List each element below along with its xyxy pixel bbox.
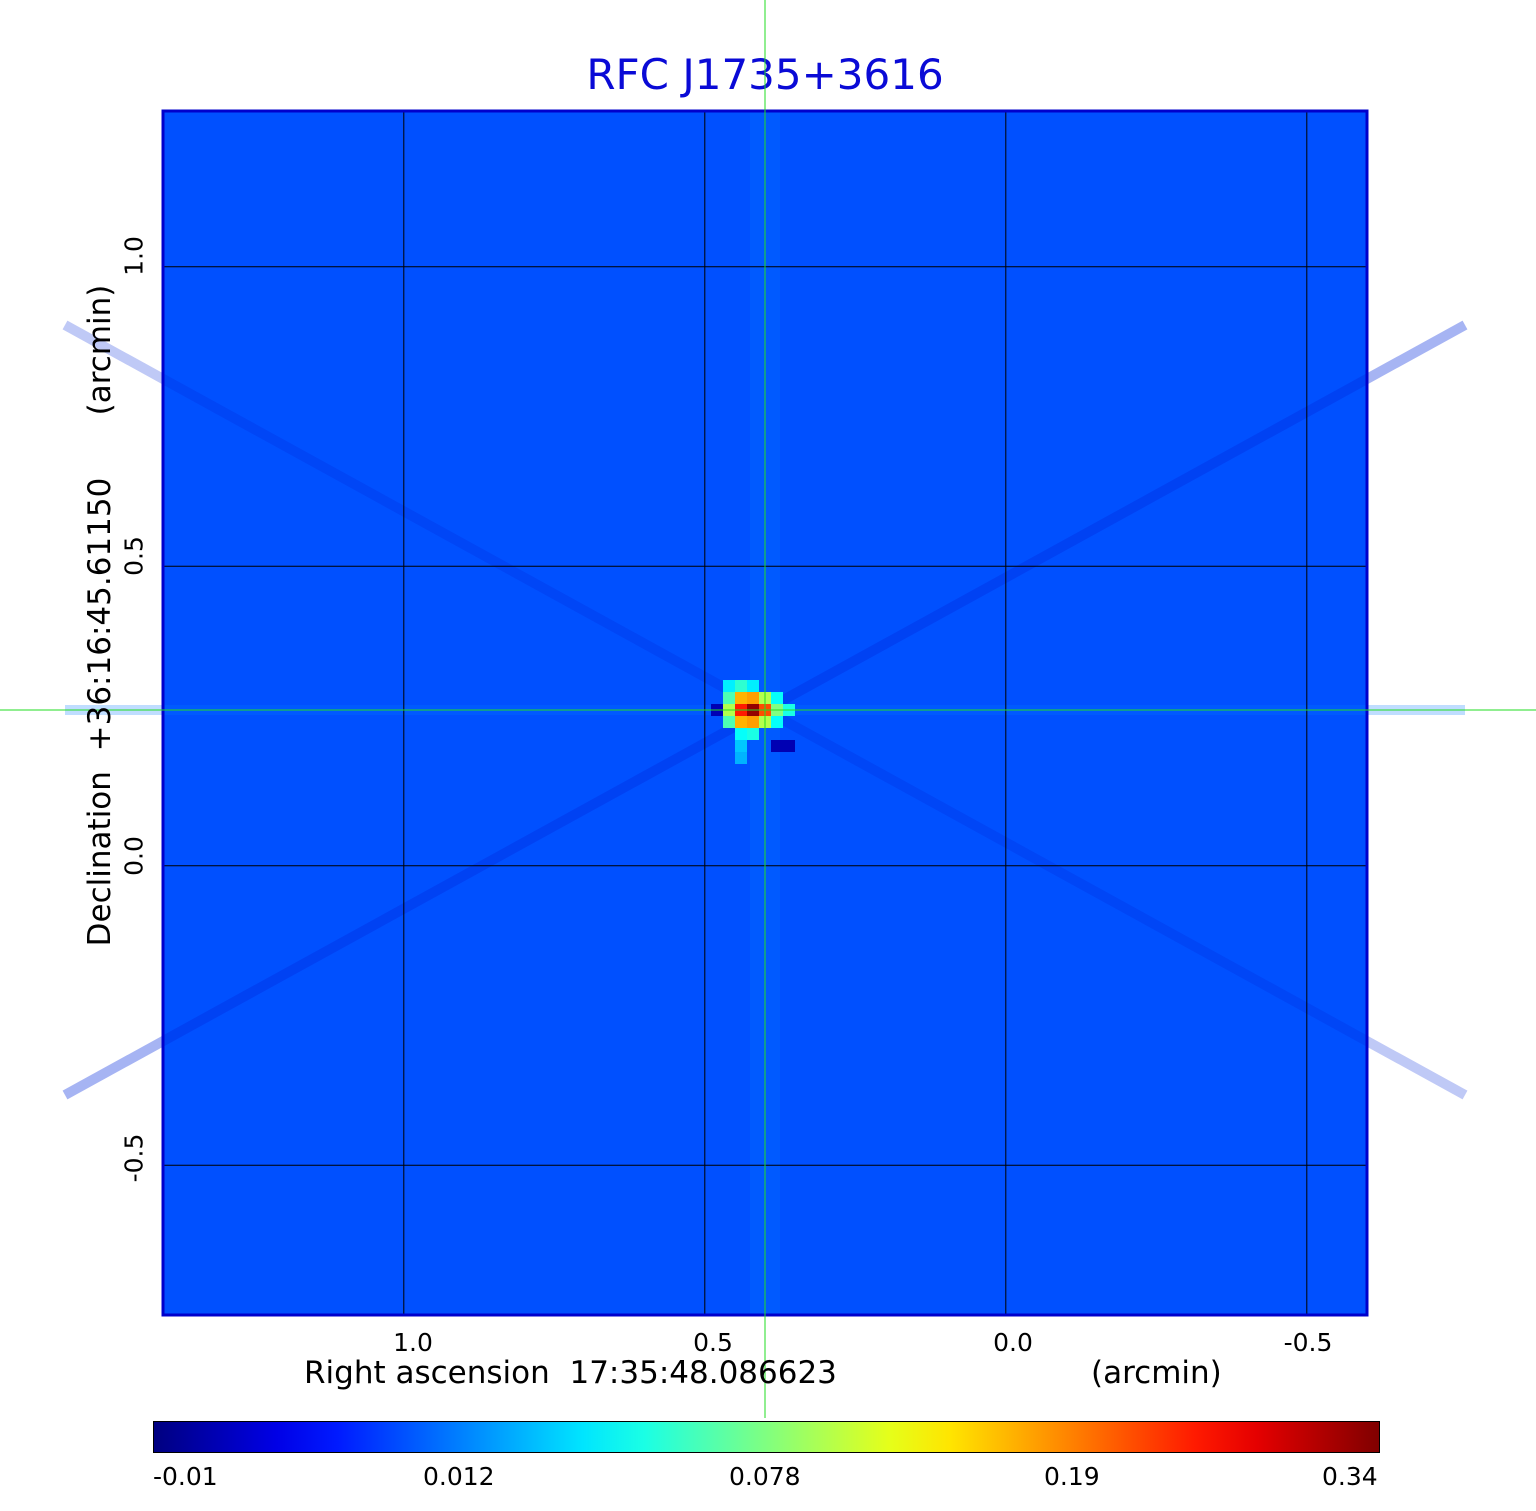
colorbar-tick-label: 0.34 (1322, 1462, 1378, 1491)
colorbar-tick-label: -0.01 (153, 1462, 218, 1491)
y-tick-label: 0.5 (119, 536, 149, 576)
y-tick-label: 0.0 (119, 836, 149, 876)
x-tick-label: 1.0 (393, 1328, 433, 1357)
source-pixel (747, 680, 759, 693)
colorbar-tick-label: 0.19 (1044, 1462, 1100, 1491)
plot-area[interactable] (0, 0, 1536, 1420)
source-pixel (735, 680, 747, 693)
source-pixel (735, 716, 747, 729)
source-pixel (747, 728, 759, 741)
source-pixel (783, 740, 795, 753)
x-tick-label: 0.0 (993, 1328, 1033, 1357)
x-axis-unit: (arcmin) (1091, 1355, 1222, 1391)
source-pixel (771, 716, 783, 729)
source-pixel (771, 692, 783, 705)
source-pixel (723, 716, 735, 729)
source-pixel (747, 692, 759, 705)
x-tick-label: 0.5 (693, 1328, 733, 1357)
source-pixel (723, 692, 735, 705)
source-pixel (723, 680, 735, 693)
y-axis-label: Declination +36:16:45.61150 (82, 477, 118, 947)
colorbar-tick-label: 0.012 (423, 1462, 495, 1491)
source-pixel (735, 728, 747, 741)
y-tick-label: 1.0 (119, 236, 149, 276)
colorbar-tick-label: 0.078 (729, 1462, 801, 1491)
source-pixel (735, 740, 747, 753)
x-axis-label: Right ascension 17:35:48.086623 (304, 1355, 837, 1391)
colorbar (153, 1421, 1380, 1453)
source-pixel (771, 740, 783, 753)
y-axis-unit: (arcmin) (82, 284, 118, 416)
source-pixel (735, 692, 747, 705)
x-tick-label: -0.5 (1283, 1328, 1333, 1357)
source-pixel (735, 752, 747, 765)
y-tick-label: -0.5 (119, 1133, 149, 1183)
source-pixel (747, 716, 759, 729)
